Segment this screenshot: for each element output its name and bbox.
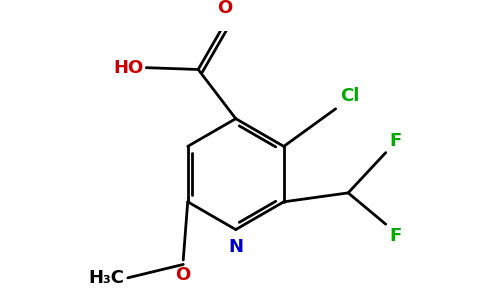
Text: O: O: [217, 0, 233, 17]
Text: H₃C: H₃C: [88, 269, 124, 287]
Text: F: F: [389, 132, 402, 150]
Text: F: F: [389, 227, 402, 245]
Text: Cl: Cl: [340, 87, 360, 105]
Text: HO: HO: [113, 59, 144, 77]
Text: O: O: [176, 266, 191, 284]
Text: N: N: [228, 238, 243, 256]
